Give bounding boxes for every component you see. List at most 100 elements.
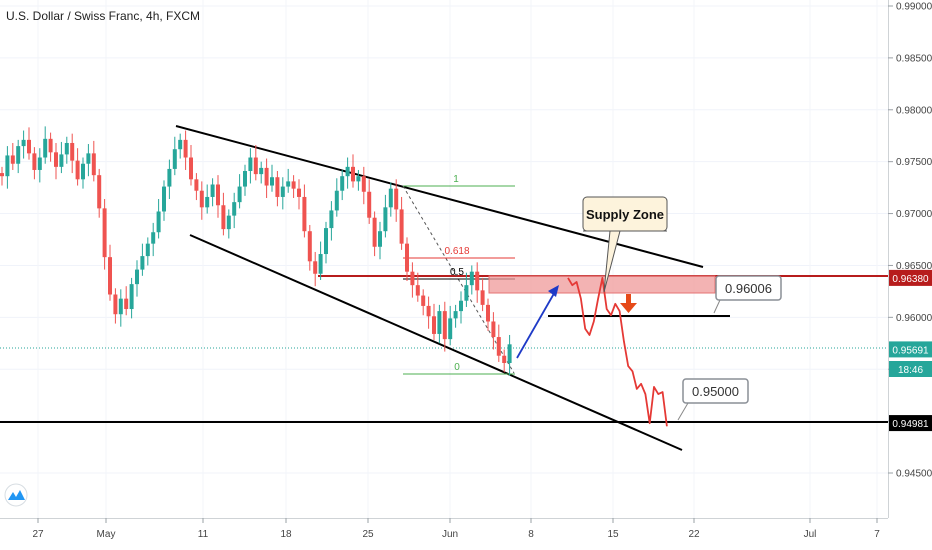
down-arrow-shaft <box>626 294 631 304</box>
price-label-text-countdown: 18:46 <box>898 365 923 376</box>
time-axis-ticks: 27 May 11 18 25 Jun 8 15 22 Jul 7 <box>32 518 880 540</box>
candle-body <box>102 208 107 258</box>
candle-body <box>426 305 431 317</box>
candle-body <box>480 290 485 305</box>
candle-body <box>432 316 436 334</box>
candle-body <box>151 232 156 244</box>
plot-background <box>0 0 888 518</box>
candle-body <box>16 146 21 164</box>
candle-body <box>27 139 31 154</box>
candle-body <box>216 184 220 206</box>
target-1-pointer <box>713 299 721 314</box>
candle-body <box>232 202 237 216</box>
projected-path <box>516 276 668 427</box>
price-axis[interactable] <box>888 0 932 518</box>
tradingview-logo-icon[interactable] <box>4 483 28 507</box>
candle-body <box>37 157 42 170</box>
fib-label-05: 0.5 <box>450 267 464 278</box>
annotations: Supply Zone 0.96006 0.95000 <box>582 196 782 421</box>
candle-body <box>43 138 48 158</box>
candle-body <box>54 152 58 167</box>
y-tick-label: 0.97000 <box>896 209 932 220</box>
x-tick-label: 11 <box>198 529 209 540</box>
target-1-label: 0.96006 <box>725 281 772 296</box>
candle-body <box>10 155 15 164</box>
price-label-countdown <box>889 361 932 377</box>
candle-body <box>421 295 426 306</box>
x-tick-label: 25 <box>362 529 374 540</box>
candle-body <box>5 155 10 177</box>
candle-body <box>340 176 345 191</box>
candle-body <box>286 181 291 187</box>
candle-body <box>502 355 507 363</box>
x-tick-label: 27 <box>32 529 44 540</box>
candle-body <box>178 139 183 150</box>
candle-body <box>361 176 366 192</box>
candle-body <box>199 190 204 208</box>
candle-body <box>124 298 129 310</box>
target-2-label: 0.95000 <box>692 384 739 399</box>
candle-body <box>475 271 480 291</box>
candle-body <box>345 166 350 177</box>
x-tick-label: 7 <box>874 529 880 540</box>
candle-body <box>453 311 458 319</box>
y-tick-label: 0.99000 <box>896 2 932 13</box>
y-tick-label: 0.97500 <box>896 157 932 168</box>
candle-body <box>221 205 226 230</box>
candle-body <box>189 157 193 180</box>
candle-body <box>399 209 404 244</box>
candle-body <box>129 284 134 310</box>
candle-body <box>280 186 285 197</box>
target-2-pointer <box>677 402 689 421</box>
candle-body <box>486 304 490 322</box>
candle-body <box>226 215 231 230</box>
price-candles <box>0 126 512 376</box>
candle-body <box>118 298 123 315</box>
candle-body <box>0 173 4 177</box>
candle-body <box>183 139 188 158</box>
candle-body <box>507 344 512 363</box>
chart-title: U.S. Dollar / Swiss Franc, 4h, FXCM <box>6 9 200 23</box>
price-label-text-resistance: 0.96380 <box>892 274 929 285</box>
candle-body <box>307 231 312 262</box>
candle-body <box>410 271 415 286</box>
candle-body <box>324 228 328 255</box>
y-tick-label: 0.94500 <box>896 469 932 480</box>
candle-body <box>464 285 469 301</box>
down-arrow-icon <box>620 303 637 313</box>
candle-body <box>394 188 399 210</box>
candle-body <box>270 177 274 186</box>
bounce-arrow-line <box>516 289 557 359</box>
x-tick-label: Jul <box>804 529 817 540</box>
candle-body <box>140 256 145 270</box>
candle-body <box>448 318 453 340</box>
candle-body <box>496 337 501 356</box>
candle-body <box>135 269 139 285</box>
candle-body <box>259 167 264 175</box>
candle-body <box>70 142 75 161</box>
candle-body <box>32 153 37 170</box>
price-label-last <box>889 341 932 358</box>
candle-body <box>172 149 177 169</box>
candle-body <box>388 188 393 208</box>
candle-body <box>21 139 26 147</box>
x-tick-label: 18 <box>280 529 292 540</box>
candle-body <box>491 321 496 338</box>
candle-body <box>48 138 53 153</box>
candle-body <box>194 179 199 191</box>
candle-body <box>108 257 112 295</box>
y-tick-label: 0.96500 <box>896 261 932 272</box>
target-1-box <box>715 275 782 301</box>
candle-body <box>405 243 409 272</box>
candle-body <box>97 175 102 209</box>
candle-body <box>81 163 85 180</box>
candle-body <box>372 217 377 247</box>
time-axis[interactable] <box>0 518 888 550</box>
fib-label-0618: 0.618 <box>444 246 469 257</box>
candle-body <box>243 171 247 187</box>
candle-body <box>367 191 372 218</box>
candle-body <box>75 160 80 180</box>
candle-body <box>469 271 474 286</box>
x-tick-label: 15 <box>607 529 619 540</box>
